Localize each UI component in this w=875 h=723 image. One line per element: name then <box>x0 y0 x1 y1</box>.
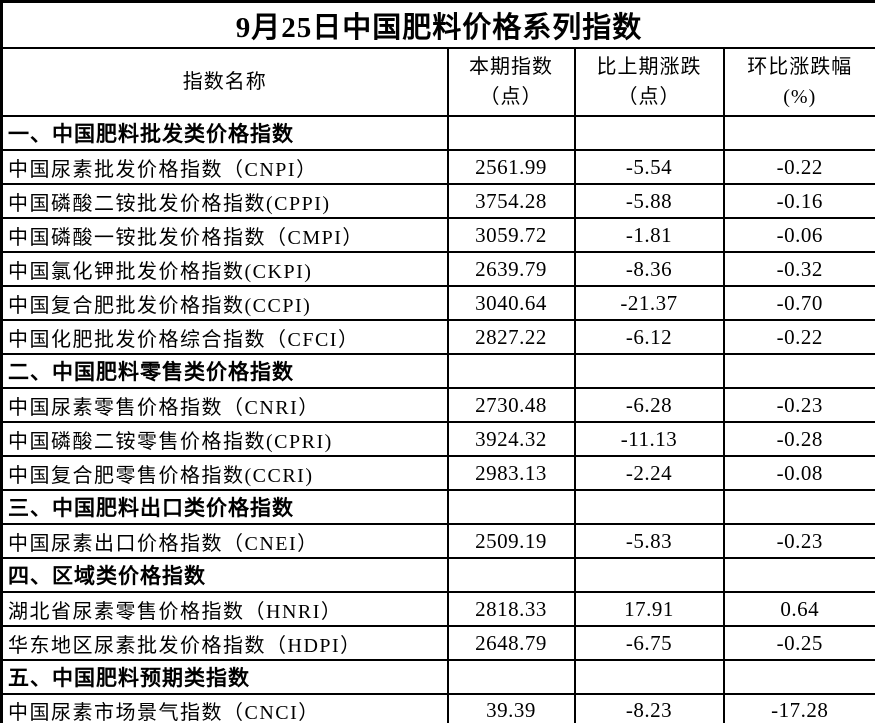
change-cell <box>573 489 725 525</box>
pct-change-cell: -0.32 <box>722 251 875 287</box>
column-header-pct-change: 环比涨跌幅 (%) <box>722 47 875 117</box>
pct-change-cell: 0.64 <box>722 591 875 627</box>
table-row-cnei: 中国尿素出口价格指数（CNEI） 2509.19 -5.83 -0.23 <box>0 523 875 559</box>
index-name-cell: 中国磷酸一铵批发价格指数（CMPI） <box>0 217 449 253</box>
current-index-cell: 2639.79 <box>446 251 576 287</box>
change-cell: -5.54 <box>573 149 725 185</box>
pct-change-cell: -0.16 <box>722 183 875 219</box>
current-index-cell: 2818.33 <box>446 591 576 627</box>
pct-change-cell <box>722 353 875 389</box>
pct-change-cell: -0.23 <box>722 523 875 559</box>
current-index-cell: 2983.13 <box>446 455 576 491</box>
title-row: 9月25日中国肥料价格系列指数 <box>0 0 875 49</box>
pct-change-cell <box>722 489 875 525</box>
index-name-cell: 中国尿素市场景气指数（CNCI） <box>0 693 449 723</box>
table-row-ccri: 中国复合肥零售价格指数(CCRI) 2983.13 -2.24 -0.08 <box>0 455 875 491</box>
current-index-cell <box>446 115 576 151</box>
change-cell: -5.83 <box>573 523 725 559</box>
section-row-regional: 四、区域类价格指数 <box>0 557 875 593</box>
page-title: 9月25日中国肥料价格系列指数 <box>0 0 875 49</box>
table-row-cnci: 中国尿素市场景气指数（CNCI） 39.39 -8.23 -17.28 <box>0 693 875 723</box>
table-row-ckpi: 中国氯化钾批发价格指数(CKPI) 2639.79 -8.36 -0.32 <box>0 251 875 287</box>
change-cell: -11.13 <box>573 421 725 457</box>
current-index-cell: 39.39 <box>446 693 576 723</box>
table-row-cfci: 中国化肥批发价格综合指数（CFCI） 2827.22 -6.12 -0.22 <box>0 319 875 355</box>
pct-change-cell: -0.28 <box>722 421 875 457</box>
section-row-expectation: 五、中国肥料预期类指数 <box>0 659 875 695</box>
section-row-wholesale: 一、中国肥料批发类价格指数 <box>0 115 875 151</box>
pct-change-cell: -0.70 <box>722 285 875 321</box>
current-index-cell: 2827.22 <box>446 319 576 355</box>
index-name-cell: 中国尿素出口价格指数（CNEI） <box>0 523 449 559</box>
change-cell: -5.88 <box>573 183 725 219</box>
pct-change-cell: -0.25 <box>722 625 875 661</box>
table-row-hnri: 湖北省尿素零售价格指数（HNRI） 2818.33 17.91 0.64 <box>0 591 875 627</box>
column-header-change: 比上期涨跌 （点） <box>573 47 725 117</box>
current-index-cell: 2730.48 <box>446 387 576 423</box>
pct-change-cell: -0.23 <box>722 387 875 423</box>
index-name-cell: 中国氯化钾批发价格指数(CKPI) <box>0 251 449 287</box>
current-index-cell: 3924.32 <box>446 421 576 457</box>
current-index-cell: 3059.72 <box>446 217 576 253</box>
table-row-cmpi: 中国磷酸一铵批发价格指数（CMPI） 3059.72 -1.81 -0.06 <box>0 217 875 253</box>
pct-change-cell <box>722 557 875 593</box>
table-row-cnpi: 中国尿素批发价格指数（CNPI） 2561.99 -5.54 -0.22 <box>0 149 875 185</box>
current-index-cell <box>446 489 576 525</box>
current-index-cell: 3040.64 <box>446 285 576 321</box>
change-cell: -2.24 <box>573 455 725 491</box>
index-name-cell: 中国尿素批发价格指数（CNPI） <box>0 149 449 185</box>
table-row-cppi: 中国磷酸二铵批发价格指数(CPPI) 3754.28 -5.88 -0.16 <box>0 183 875 219</box>
column-header-index-name: 指数名称 <box>0 47 449 117</box>
change-cell <box>573 353 725 389</box>
section-title: 五、中国肥料预期类指数 <box>0 659 449 695</box>
pct-change-cell: -17.28 <box>722 693 875 723</box>
change-cell: -6.75 <box>573 625 725 661</box>
index-name-cell: 中国化肥批发价格综合指数（CFCI） <box>0 319 449 355</box>
change-cell: 17.91 <box>573 591 725 627</box>
change-cell: -6.12 <box>573 319 725 355</box>
column-header-current-index: 本期指数 （点） <box>446 47 576 117</box>
pct-change-cell: -0.22 <box>722 149 875 185</box>
current-index-cell <box>446 353 576 389</box>
index-name-cell: 中国磷酸二铵零售价格指数(CPRI) <box>0 421 449 457</box>
section-row-export: 三、中国肥料出口类价格指数 <box>0 489 875 525</box>
table-row-hdpi: 华东地区尿素批发价格指数（HDPI） 2648.79 -6.75 -0.25 <box>0 625 875 661</box>
current-index-cell <box>446 557 576 593</box>
section-title: 三、中国肥料出口类价格指数 <box>0 489 449 525</box>
change-cell: -8.36 <box>573 251 725 287</box>
pct-change-cell: -0.22 <box>722 319 875 355</box>
section-title: 一、中国肥料批发类价格指数 <box>0 115 449 151</box>
current-index-cell <box>446 659 576 695</box>
pct-change-cell: -0.08 <box>722 455 875 491</box>
current-index-cell: 2509.19 <box>446 523 576 559</box>
current-index-cell: 3754.28 <box>446 183 576 219</box>
pct-change-cell: -0.06 <box>722 217 875 253</box>
change-cell: -21.37 <box>573 285 725 321</box>
pct-change-cell <box>722 659 875 695</box>
index-name-cell: 中国尿素零售价格指数（CNRI） <box>0 387 449 423</box>
current-index-cell: 2561.99 <box>446 149 576 185</box>
table-row-cnri: 中国尿素零售价格指数（CNRI） 2730.48 -6.28 -0.23 <box>0 387 875 423</box>
index-name-cell: 中国磷酸二铵批发价格指数(CPPI) <box>0 183 449 219</box>
section-title: 二、中国肥料零售类价格指数 <box>0 353 449 389</box>
change-cell: -1.81 <box>573 217 725 253</box>
change-cell: -8.23 <box>573 693 725 723</box>
table-row-ccpi: 中国复合肥批发价格指数(CCPI) 3040.64 -21.37 -0.70 <box>0 285 875 321</box>
change-cell <box>573 557 725 593</box>
index-name-cell: 中国复合肥批发价格指数(CCPI) <box>0 285 449 321</box>
current-index-cell: 2648.79 <box>446 625 576 661</box>
change-cell: -6.28 <box>573 387 725 423</box>
index-name-cell: 湖北省尿素零售价格指数（HNRI） <box>0 591 449 627</box>
pct-change-cell <box>722 115 875 151</box>
table-row-cpri: 中国磷酸二铵零售价格指数(CPRI) 3924.32 -11.13 -0.28 <box>0 421 875 457</box>
section-title: 四、区域类价格指数 <box>0 557 449 593</box>
header-row: 指数名称 本期指数 （点） 比上期涨跌 （点） 环比涨跌幅 (%) <box>0 47 875 117</box>
index-name-cell: 华东地区尿素批发价格指数（HDPI） <box>0 625 449 661</box>
change-cell <box>573 659 725 695</box>
change-cell <box>573 115 725 151</box>
section-row-retail: 二、中国肥料零售类价格指数 <box>0 353 875 389</box>
index-name-cell: 中国复合肥零售价格指数(CCRI) <box>0 455 449 491</box>
